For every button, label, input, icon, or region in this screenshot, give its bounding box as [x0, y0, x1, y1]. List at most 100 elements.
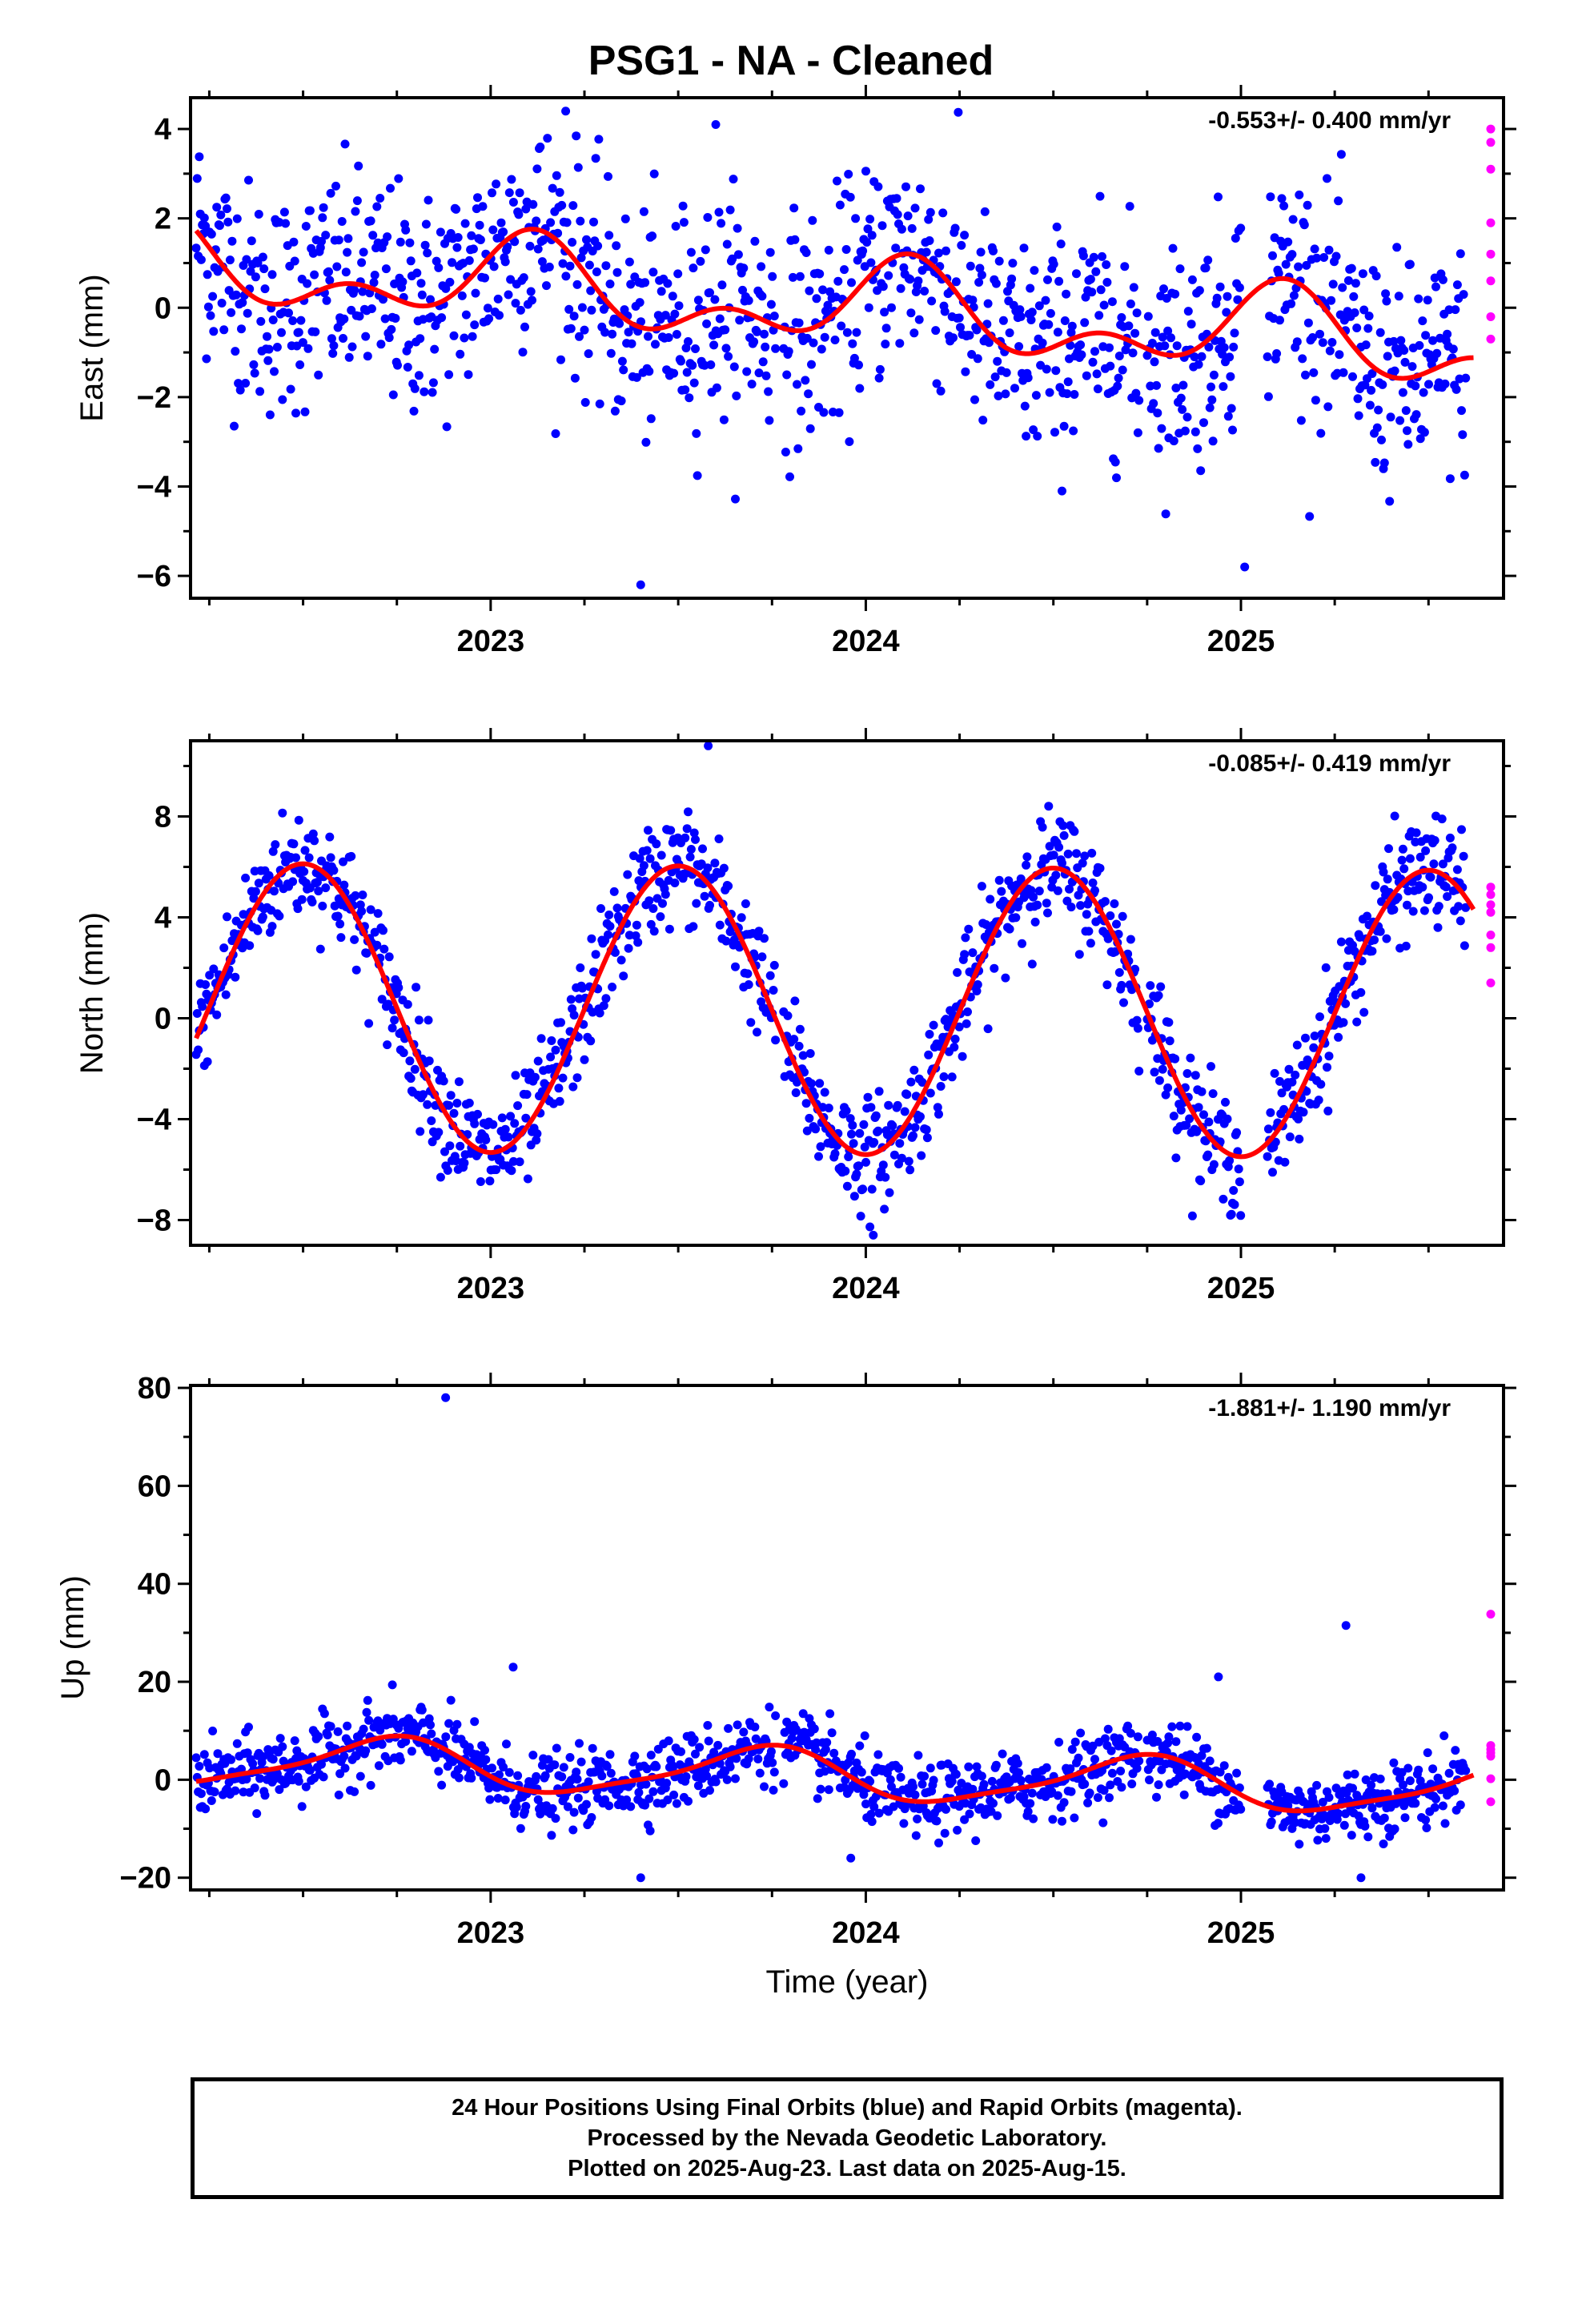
up-final-point — [953, 1825, 962, 1835]
up-final-point — [1090, 1755, 1099, 1764]
east-final-point — [617, 356, 627, 366]
up-final-point — [769, 1767, 779, 1777]
y-tick-label: −4 — [137, 1104, 171, 1137]
north-final-point — [293, 904, 303, 914]
north-final-point — [358, 891, 367, 899]
north-final-point — [1443, 892, 1452, 901]
up-final-point — [1339, 1820, 1349, 1830]
east-final-point — [363, 352, 372, 361]
up-final-point — [1431, 1794, 1440, 1803]
east-final-point — [1310, 244, 1319, 254]
up-final-point — [733, 1720, 742, 1730]
up-final-point — [191, 1753, 201, 1763]
up-final-point — [550, 1760, 560, 1770]
east-final-point — [689, 263, 698, 273]
north-final-point — [1457, 825, 1466, 834]
up-final-point — [559, 1763, 568, 1772]
north-final-point — [1405, 854, 1415, 863]
up-final-point — [343, 1721, 352, 1731]
north-final-point — [844, 1152, 853, 1161]
east-final-point — [674, 301, 684, 311]
east-final-point — [565, 261, 575, 271]
east-final-point — [612, 267, 622, 277]
east-final-point — [980, 207, 990, 216]
north-final-point — [249, 894, 259, 903]
north-final-point — [1292, 1040, 1302, 1050]
east-final-point — [492, 179, 501, 189]
east-final-point — [626, 279, 636, 289]
east-final-point — [761, 371, 771, 380]
up-final-point — [702, 1771, 712, 1781]
east-final-point — [1087, 287, 1097, 297]
north-final-point — [684, 807, 693, 817]
up-final-point — [630, 1751, 640, 1761]
east-final-point — [606, 348, 616, 358]
up-final-point — [467, 1773, 476, 1783]
north-final-point — [925, 1030, 934, 1039]
east-final-point — [355, 312, 364, 321]
east-final-point — [644, 332, 652, 341]
north-final-point — [297, 895, 307, 904]
east-final-point — [464, 255, 474, 265]
north-final-point — [601, 994, 611, 1003]
north-rapid-point — [1486, 978, 1496, 987]
east-final-point — [1438, 275, 1447, 284]
east-final-point — [388, 390, 398, 400]
north-final-point — [1112, 919, 1121, 929]
east-final-point — [514, 210, 524, 219]
east-final-point — [1400, 357, 1410, 367]
up-final-point — [1428, 1764, 1438, 1774]
east-final-point — [476, 235, 485, 244]
up-final-point — [672, 1799, 681, 1808]
up-final-point — [822, 1738, 832, 1747]
east-final-point — [398, 277, 408, 287]
north-final-point — [802, 1126, 812, 1136]
up-final-point — [584, 1777, 593, 1787]
up-final-point — [1341, 1809, 1351, 1819]
up-final-point — [1164, 1732, 1174, 1742]
y-tick-label: 40 — [138, 1568, 171, 1602]
up-final-point — [860, 1731, 869, 1740]
north-final-point — [532, 1129, 542, 1139]
east-final-point — [1107, 297, 1117, 307]
east-final-point — [372, 202, 382, 211]
north-final-point — [1438, 859, 1447, 869]
east-final-point — [337, 217, 347, 226]
east-final-point — [656, 287, 666, 296]
east-final-point — [1421, 331, 1431, 340]
up-final-point — [1013, 1759, 1022, 1768]
east-final-point — [604, 171, 612, 181]
north-final-point — [194, 1045, 203, 1055]
east-final-point — [1226, 372, 1235, 381]
east-final-point — [1187, 275, 1197, 284]
east-final-point — [972, 325, 982, 335]
east-final-point — [584, 260, 594, 270]
north-final-point — [841, 1106, 851, 1116]
up-final-point — [1265, 1779, 1275, 1789]
east-final-point — [1382, 296, 1391, 306]
up-final-point — [1375, 1774, 1385, 1783]
east-final-point — [207, 229, 216, 239]
east-final-point — [537, 257, 547, 267]
east-final-point — [1027, 308, 1037, 317]
east-final-point — [784, 347, 793, 356]
north-final-point — [339, 857, 347, 866]
east-final-point — [790, 235, 800, 244]
east-final-point — [1374, 405, 1383, 415]
east-final-point — [1315, 329, 1324, 339]
north-final-point — [267, 922, 277, 931]
east-final-point — [488, 225, 498, 235]
east-final-point — [865, 215, 875, 224]
up-final-point — [1363, 1832, 1373, 1842]
east-final-point — [1050, 428, 1059, 437]
up-final-point — [1422, 1823, 1431, 1832]
east-final-point — [961, 367, 970, 376]
east-final-point — [424, 195, 433, 205]
north-final-point — [410, 1064, 420, 1074]
east-final-point — [217, 299, 227, 308]
east-final-point — [426, 295, 435, 304]
north-final-point — [1034, 887, 1044, 896]
east-final-point — [702, 319, 712, 328]
up-final-point — [485, 1795, 495, 1804]
